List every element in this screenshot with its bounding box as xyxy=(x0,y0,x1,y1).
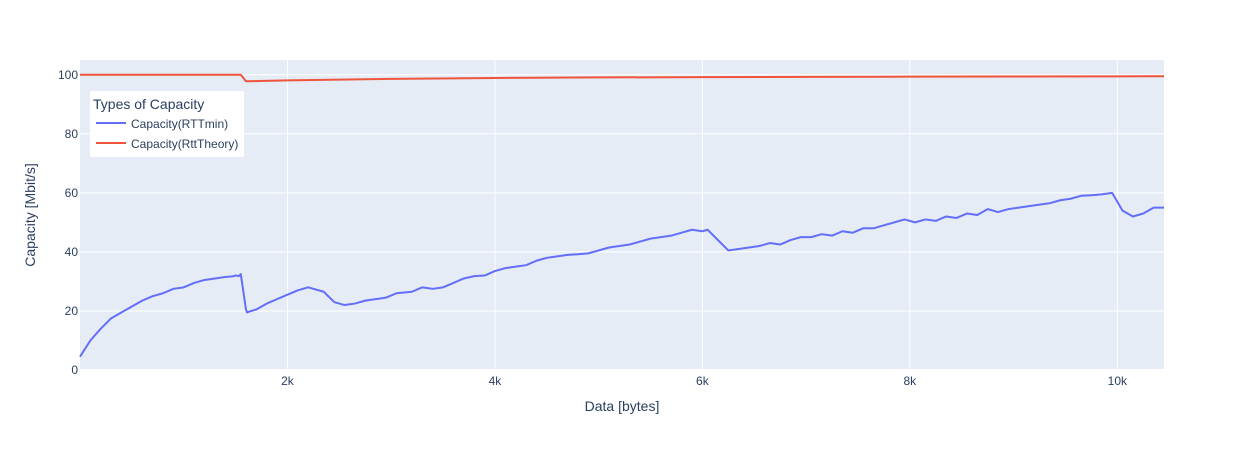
y-tick-label: 100 xyxy=(58,68,78,82)
y-tick-label: 60 xyxy=(65,186,79,200)
y-gridlines xyxy=(80,74,1164,371)
legend-title: Types of Capacity xyxy=(93,96,204,112)
legend-label-rtttheory[interactable]: Capacity(RttTheory) xyxy=(131,137,238,151)
y-tick-label: 0 xyxy=(71,363,78,377)
x-tick-label: 8k xyxy=(904,374,918,388)
y-tick-labels: 0 20 40 60 80 100 xyxy=(58,68,78,377)
series-line-rttmin[interactable] xyxy=(79,191,1164,358)
series-line-rtttheory[interactable] xyxy=(80,73,1165,83)
y-tick-label: 80 xyxy=(65,127,79,141)
y-tick-label: 20 xyxy=(65,304,79,318)
legend: Types of Capacity Capacity(RTTmin) Capac… xyxy=(90,91,244,157)
x-tick-label: 10k xyxy=(1108,374,1128,388)
y-axis-title: Capacity [Mbit/s] xyxy=(22,163,38,266)
x-tick-labels: 2k 4k 6k 8k 10k xyxy=(281,374,1128,388)
x-tick-label: 2k xyxy=(281,374,295,388)
y-tick-label: 40 xyxy=(65,245,79,259)
x-tick-label: 6k xyxy=(696,374,710,388)
x-gridlines xyxy=(286,60,1118,370)
x-tick-label: 4k xyxy=(489,374,503,388)
legend-label-rttmin[interactable]: Capacity(RTTmin) xyxy=(131,117,228,131)
x-axis-title: Data [bytes] xyxy=(585,398,660,414)
series-layer xyxy=(79,73,1165,358)
plot-background xyxy=(80,60,1164,370)
